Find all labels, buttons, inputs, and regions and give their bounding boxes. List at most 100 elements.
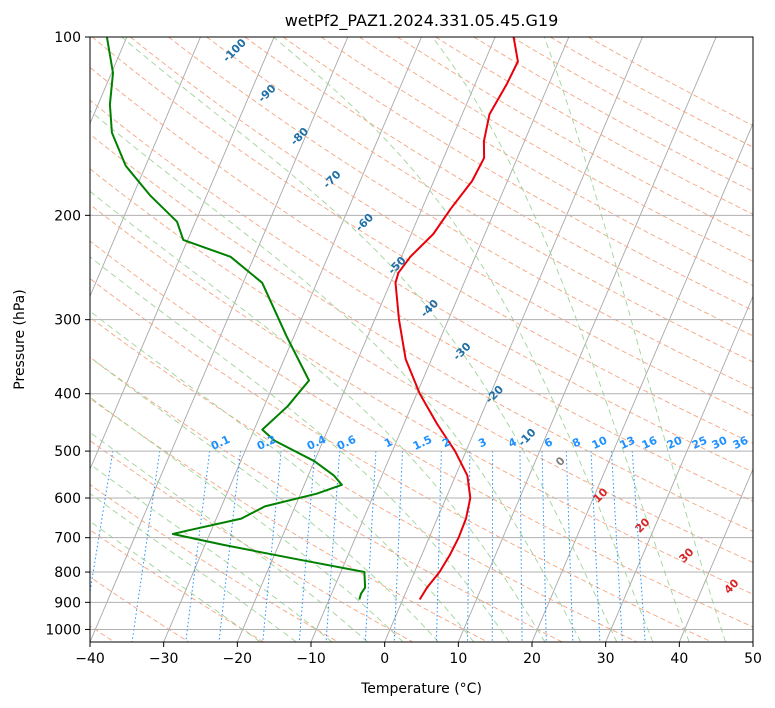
mixing-ratio-line: [131, 451, 161, 642]
x-tick-label: 30: [597, 651, 615, 667]
dry-adiabat-line: [90, 576, 190, 642]
plot-frame: [89, 36, 754, 643]
y-tick-label: 800: [54, 565, 81, 581]
mixing-ratio-line: [435, 451, 442, 642]
moist-adiabat-line: [121, 37, 618, 642]
isotherm-line: [90, 37, 201, 298]
mixing-ratio-label: 20: [665, 434, 685, 452]
dry-adiabat-line: [90, 99, 753, 502]
y-tick-label: 900: [54, 595, 81, 611]
chart-title: wetPf2_PAZ1.2024.331.05.45.G19: [285, 11, 559, 31]
isotherm-line: [384, 37, 643, 642]
mixing-ratio-line: [610, 451, 623, 642]
mixing-ratio-label: 2: [440, 435, 452, 450]
mixing-ratio-line: [185, 451, 211, 642]
mixing-ratio-label: 3: [476, 435, 488, 450]
isotherm-line: [236, 37, 496, 642]
mixing-ratio-label: 36: [731, 434, 751, 452]
dry-adiabat-line: [92, 37, 753, 445]
dry-adiabat-label: -100: [220, 36, 249, 65]
sounding-series: [105, 37, 519, 601]
x-tick-label: −20: [223, 651, 253, 667]
x-tick-label: 20: [523, 651, 541, 667]
dry-adiabat-line: [511, 37, 753, 170]
dry-adiabat-line: [320, 37, 753, 287]
isotherm-line: [90, 37, 349, 642]
dry-adiabat-label: -50: [385, 254, 408, 277]
dry-adiabat-line: [90, 133, 753, 532]
background-lines: [90, 37, 753, 642]
x-axis-ticks: −40 −30 −20 −10 0 10 20 30 40 50: [75, 642, 762, 667]
mixing-ratio-label: 0.6: [335, 433, 358, 453]
dry-adiabat-line: [90, 483, 339, 642]
dry-adiabat-line: [282, 37, 753, 311]
moist-adiabat-line: [543, 37, 727, 642]
moist-adiabat-line: [90, 356, 439, 642]
x-tick-label: 10: [449, 651, 467, 667]
mixing-ratio-line: [631, 451, 646, 642]
isotherm-line: [752, 640, 753, 642]
moist-adiabat-label: 30: [677, 545, 697, 565]
mixing-ratio-label: 6: [542, 435, 555, 450]
x-axis-label: Temperature (°C): [360, 681, 482, 697]
moist-adiabat-line: [431, 37, 690, 642]
dry-adiabat-label: -30: [450, 340, 473, 363]
dry-adiabat-line: [90, 440, 414, 642]
isotherm-line: [457, 37, 717, 642]
mixing-ratio-label: 0.1: [209, 433, 232, 453]
dry-adiabat-line: [90, 203, 753, 595]
dry-adiabat-line: [90, 168, 753, 563]
x-tick-label: −30: [149, 651, 179, 667]
dry-adiabat-label: -60: [353, 211, 376, 234]
x-tick-label: 50: [744, 651, 762, 667]
y-tick-label: 400: [54, 387, 81, 403]
dry-adiabat-line: [168, 37, 753, 389]
mixing-ratio-line: [590, 451, 601, 642]
moist-adiabat-line: [90, 190, 546, 642]
mixing-ratio-label: 1: [382, 435, 394, 450]
mixing-ratio-line: [364, 451, 377, 642]
mixing-ratio-label: 30: [710, 434, 730, 452]
dry-adiabat-line: [90, 356, 563, 642]
dry-adiabat-line: [90, 240, 753, 628]
moist-adiabat-line: [90, 310, 475, 642]
moist-adiabat-line: [90, 256, 510, 642]
dry-adiabat-line: [90, 316, 638, 642]
dewpoint-profile-line: [105, 37, 367, 600]
dry-adiabat-line: [473, 37, 753, 192]
y-axis-ticks: 100 200 300 400 500 600 700 800 900 1000: [45, 30, 90, 638]
isobar-gridlines: [90, 37, 753, 630]
moist-adiabat-label: 10: [591, 485, 611, 505]
dry-adiabat-label: -10: [515, 426, 538, 449]
dry-adiabat-line: [359, 37, 753, 262]
x-tick-label: 0: [380, 651, 389, 667]
dry-adiabat-label: -80: [288, 125, 311, 148]
mixing-ratio-label: 10: [590, 434, 610, 452]
moist-adiabat-label: 40: [722, 576, 742, 596]
mixing-ratio-line: [90, 451, 114, 595]
moist-adiabat-line: [273, 37, 654, 642]
x-tick-label: 40: [670, 651, 688, 667]
dry-adiabat-line: [90, 66, 753, 473]
mixing-ratio-label: 0.2: [255, 433, 278, 453]
y-tick-label: 300: [54, 313, 81, 329]
moist-adiabat-line: [90, 396, 404, 642]
dry-adiabat-line: [90, 278, 712, 642]
dry-adiabat-line: [90, 529, 264, 642]
moist-adiabat-line: [90, 493, 297, 642]
y-tick-label: 100: [54, 30, 81, 46]
mixing-ratio-line: [565, 451, 574, 642]
mixing-ratio-label: 1.5: [411, 433, 434, 453]
temperature-profile-line: [394, 37, 519, 601]
x-tick-label: −10: [296, 651, 326, 667]
y-tick-label: 700: [54, 531, 81, 547]
dry-adiabat-label: -90: [255, 82, 278, 105]
dry-adiabat-line: [244, 37, 753, 337]
mixing-ratio-line: [519, 451, 523, 642]
dry-adiabat-line: [206, 37, 753, 363]
isotherm-line: [605, 295, 753, 642]
isotherm-line: [90, 37, 275, 471]
y-tick-label: 500: [54, 444, 81, 460]
dry-adiabat-line: [90, 397, 488, 642]
